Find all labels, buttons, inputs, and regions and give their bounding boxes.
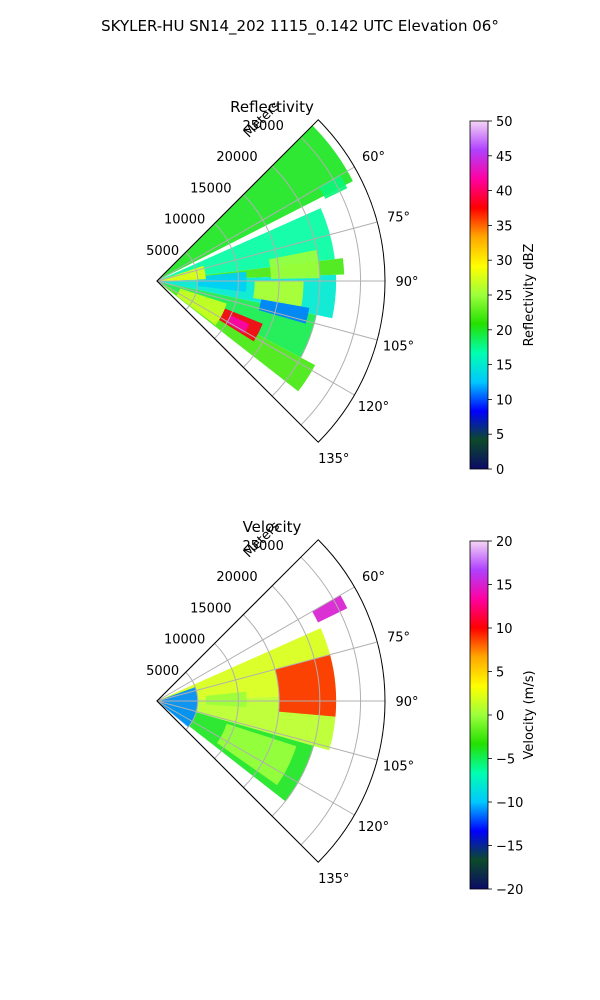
radial-tick-label: 5000 bbox=[146, 244, 179, 259]
figure-title: SKYLER-HU SN14_202 1115_0.142 UTC Elevat… bbox=[101, 17, 499, 36]
range-ring bbox=[156, 642, 239, 760]
azimuth-tick-label: 135° bbox=[318, 872, 349, 887]
colorbar-tick-label: 50 bbox=[496, 115, 513, 130]
radial-tick-label: 20000 bbox=[216, 150, 257, 165]
colorbar-tick-label: 15 bbox=[496, 579, 513, 594]
panel-title: Reflectivity bbox=[230, 98, 314, 116]
sector-frame bbox=[156, 539, 386, 863]
panel-title: Velocity bbox=[243, 518, 302, 536]
colorbar-label: Velocity (m/s) bbox=[522, 670, 537, 759]
azimuth-tick-label: 120° bbox=[358, 400, 389, 415]
range-ring bbox=[156, 136, 361, 426]
range-ring bbox=[156, 613, 280, 789]
azimuth-gridline bbox=[156, 280, 378, 341]
echo-region bbox=[157, 687, 198, 728]
azimuth-tick-label: 105° bbox=[383, 340, 414, 355]
radial-tick-label: 10000 bbox=[164, 213, 205, 228]
azimuth-gridline bbox=[156, 641, 378, 702]
radial-tick-label: 15000 bbox=[190, 181, 231, 196]
colorbar-tick-label: 35 bbox=[496, 219, 513, 234]
azimuth-gridline bbox=[156, 700, 378, 761]
echo-field bbox=[157, 595, 348, 802]
azimuth-gridline bbox=[156, 221, 378, 282]
range-ring bbox=[156, 222, 239, 340]
azimuth-gridline bbox=[156, 586, 355, 702]
echo-region bbox=[312, 595, 348, 623]
colorbar-tick-label: −20 bbox=[496, 883, 523, 898]
echo-region bbox=[157, 125, 353, 281]
colorbar-tick-label: 0 bbox=[496, 709, 504, 724]
azimuth-tick-label: 60° bbox=[362, 570, 385, 585]
azimuth-tick-label: 75° bbox=[387, 210, 410, 225]
colorbar-tick-label: 5 bbox=[496, 428, 504, 443]
azimuth-tick-label: 120° bbox=[358, 820, 389, 835]
azimuth-tick-label: 135° bbox=[318, 452, 349, 467]
colorbar bbox=[469, 120, 489, 470]
colorbar-tick-label: 25 bbox=[496, 289, 513, 304]
colorbar-tick-label: 30 bbox=[496, 254, 513, 269]
azimuth-gridline bbox=[156, 166, 355, 282]
colorbar-tick-label: 5 bbox=[496, 666, 504, 681]
radial-tick-label: 20000 bbox=[216, 570, 257, 585]
colorbar-tick-label: 15 bbox=[496, 359, 513, 374]
panel-velocity: Velocity 5000 10000 15000 20000 25000 60° 75° 90… bbox=[146, 518, 537, 898]
sector-frame bbox=[156, 119, 386, 443]
echo-region bbox=[226, 315, 250, 334]
azimuth-tick-label: 90° bbox=[395, 695, 418, 710]
radial-tick-label: 5000 bbox=[146, 664, 179, 679]
radial-tick-label: 15000 bbox=[190, 601, 231, 616]
range-ring bbox=[156, 193, 280, 369]
range-ring bbox=[156, 165, 321, 397]
colorbar-tick-label: −15 bbox=[496, 840, 523, 855]
range-ring bbox=[156, 556, 361, 846]
colorbar-tick-label: −5 bbox=[496, 753, 515, 768]
echo-region bbox=[197, 271, 247, 292]
range-ring bbox=[156, 585, 321, 817]
azimuth-gridline bbox=[156, 700, 355, 816]
echo-region bbox=[319, 175, 348, 199]
colorbar-label: Reflectivity dBZ bbox=[522, 244, 537, 347]
colorbar-tick-label: 40 bbox=[496, 185, 513, 200]
radial-tick-label: 10000 bbox=[164, 633, 205, 648]
echo-region bbox=[258, 299, 310, 324]
colorbar bbox=[469, 540, 489, 890]
azimuth-tick-label: 105° bbox=[383, 760, 414, 775]
colorbar-tick-label: −10 bbox=[496, 796, 523, 811]
panel-reflectivity: Reflectivity 5000 10000 15000 20000 25000 60° 7… bbox=[146, 98, 537, 478]
echo-field bbox=[157, 125, 353, 392]
colorbar-tick-label: 45 bbox=[496, 150, 513, 165]
azimuth-tick-label: 90° bbox=[395, 275, 418, 290]
azimuth-tick-label: 75° bbox=[387, 630, 410, 645]
radial-tick-label: 25000 bbox=[242, 119, 283, 134]
radial-tick-label: 25000 bbox=[242, 539, 283, 554]
colorbar-tick-label: 20 bbox=[496, 324, 513, 339]
echo-region bbox=[268, 249, 320, 280]
colorbar-tick-label: 10 bbox=[496, 393, 513, 408]
azimuth-tick-label: 60° bbox=[362, 150, 385, 165]
azimuth-gridline bbox=[156, 280, 355, 396]
colorbar-tick-label: 10 bbox=[496, 622, 513, 637]
colorbar-tick-label: 20 bbox=[496, 535, 513, 550]
colorbar-tick-label: 0 bbox=[496, 463, 504, 478]
echo-region bbox=[205, 691, 247, 708]
